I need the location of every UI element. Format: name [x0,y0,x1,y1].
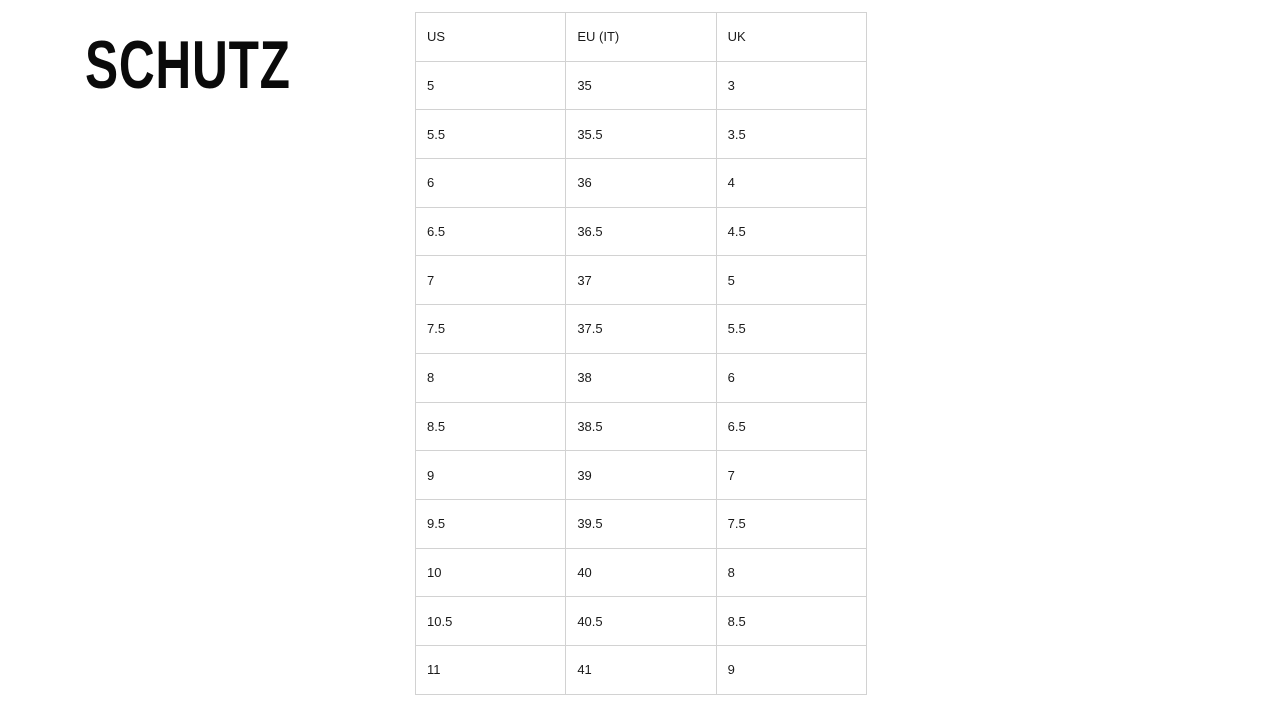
cell-eu: 38.5 [565,401,717,452]
cell-us: 8 [414,352,567,403]
size-chart-table: US EU (IT) UK 5 35 3 5.5 35.5 3.5 6 36 4 6.5 36.5 4… [414,12,868,695]
cell-uk: 6.5 [715,401,868,452]
cell-eu: 37 [565,255,717,306]
cell-eu: 35.5 [565,109,717,160]
cell-us: 9 [414,450,567,500]
cell-uk: 9 [715,644,868,695]
cell-us: 6 [414,158,567,208]
cell-uk: 5.5 [715,304,868,354]
cell-uk: 3 [715,60,868,111]
table-row: 8.5 38.5 6.5 [414,401,868,452]
table-row: 9 39 7 [414,450,868,500]
cell-us: 11 [414,644,567,695]
table-row: 6.5 36.5 4.5 [414,206,868,257]
table-row: 6 36 4 [414,158,868,208]
cell-uk: 5 [715,255,868,306]
cell-us: 9.5 [414,498,567,549]
table-row: 11 41 9 [414,644,868,695]
cell-uk: 7 [715,450,868,500]
cell-uk: 6 [715,352,868,403]
cell-eu: 39.5 [565,498,717,549]
cell-eu: 39 [565,450,717,500]
table-row: 10.5 40.5 8.5 [414,596,868,646]
table-header-row: US EU (IT) UK [414,12,868,62]
table-row: 8 38 6 [414,352,868,403]
cell-uk: 8 [715,547,868,598]
cell-us: 5.5 [414,109,567,160]
cell-us: 6.5 [414,206,567,257]
cell-us: 10 [414,547,567,598]
cell-us: 8.5 [414,401,567,452]
cell-uk: 4.5 [715,206,868,257]
cell-eu: 35 [565,60,717,111]
cell-uk: 7.5 [715,498,868,549]
table-row: 5 35 3 [414,60,868,111]
cell-uk: 3.5 [715,109,868,160]
header-eu: EU (IT) [565,12,717,62]
cell-eu: 36.5 [565,206,717,257]
cell-eu: 40.5 [565,596,717,646]
cell-eu: 38 [565,352,717,403]
table-row: 5.5 35.5 3.5 [414,109,868,160]
cell-eu: 37.5 [565,304,717,354]
cell-us: 7.5 [414,304,567,354]
header-us: US [414,12,567,62]
table-row: 10 40 8 [414,547,868,598]
cell-us: 7 [414,255,567,306]
brand-logo: SCHUTZ [85,27,291,103]
cell-us: 5 [414,60,567,111]
cell-uk: 8.5 [715,596,868,646]
cell-us: 10.5 [414,596,567,646]
header-uk: UK [715,12,868,62]
cell-eu: 41 [565,644,717,695]
cell-uk: 4 [715,158,868,208]
cell-eu: 40 [565,547,717,598]
table-row: 7 37 5 [414,255,868,306]
cell-eu: 36 [565,158,717,208]
table-row: 9.5 39.5 7.5 [414,498,868,549]
table-row: 7.5 37.5 5.5 [414,304,868,354]
